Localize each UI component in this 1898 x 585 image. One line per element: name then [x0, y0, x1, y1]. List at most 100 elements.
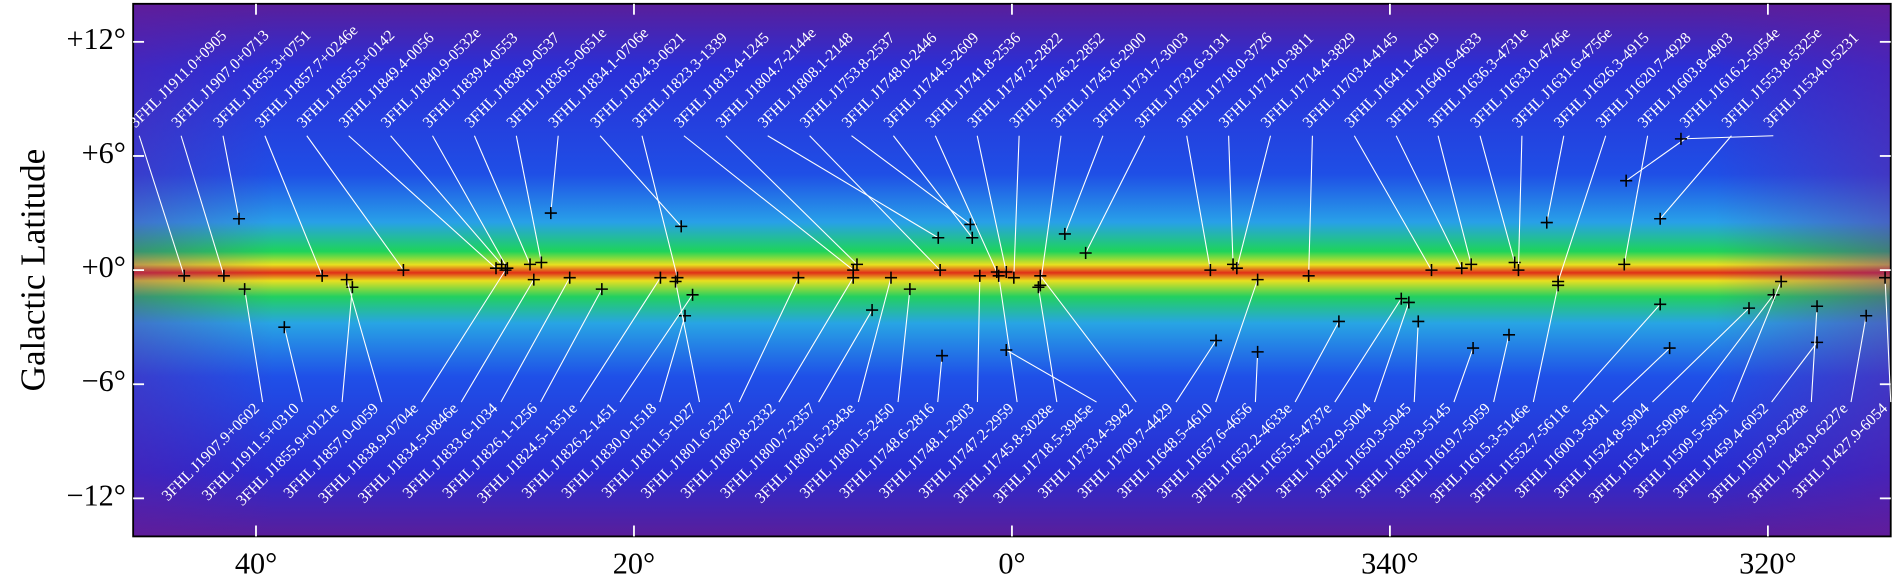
leader-line	[1334, 298, 1402, 403]
leader-line	[809, 135, 941, 271]
source-marker	[316, 269, 329, 282]
source-marker	[1467, 342, 1480, 355]
leader-line	[683, 135, 854, 271]
source-marker	[278, 321, 291, 334]
source-marker	[238, 283, 251, 296]
source-marker	[1879, 271, 1892, 284]
source-marker	[675, 220, 688, 233]
source-marker	[932, 231, 945, 244]
source-marker	[563, 271, 576, 284]
leader-line	[1395, 135, 1463, 269]
sky-map-shade	[133, 3, 1891, 537]
leader-line	[1186, 135, 1211, 271]
leader-line	[460, 279, 535, 403]
x-tick-label: 320°	[1739, 547, 1796, 581]
leader-line	[1374, 302, 1410, 403]
leader-line	[897, 289, 911, 403]
source-marker	[1742, 302, 1756, 315]
leader-line	[976, 135, 1007, 273]
leader-line	[1175, 340, 1217, 403]
source-marker	[1251, 345, 1264, 358]
leader-line	[346, 279, 383, 403]
source-marker	[1654, 212, 1667, 225]
source-marker	[501, 262, 514, 275]
source-marker	[595, 283, 608, 296]
source-marker	[678, 309, 692, 322]
leader-line	[1294, 321, 1340, 403]
leader-line	[1680, 135, 1774, 140]
source-marker	[686, 288, 699, 301]
source-marker	[1620, 174, 1633, 187]
leader-line	[1039, 275, 1137, 403]
leader-line	[1546, 135, 1565, 223]
source-marker	[1663, 342, 1676, 355]
source-marker	[964, 218, 977, 231]
source-marker	[1465, 258, 1478, 271]
source-marker	[232, 212, 246, 225]
leader-line	[1691, 294, 1774, 403]
leader-line	[222, 135, 240, 219]
source-marker	[1000, 343, 1013, 357]
source-marker	[1552, 279, 1565, 292]
source-marker	[935, 349, 949, 362]
leader-line	[1228, 135, 1234, 265]
source-marker	[1512, 264, 1525, 277]
leader-line	[473, 135, 531, 265]
leader-line	[390, 135, 503, 265]
source-marker	[1674, 132, 1688, 145]
source-marker	[1079, 246, 1092, 260]
leader-line	[306, 135, 404, 271]
source-marker	[1395, 292, 1408, 305]
leader-line	[1557, 135, 1607, 282]
source-marker	[866, 303, 879, 317]
source-marker	[544, 206, 557, 220]
source-marker	[1058, 227, 1071, 241]
source-marker	[1502, 328, 1516, 341]
leader-line	[1625, 135, 1690, 182]
leader-line	[1006, 349, 1097, 403]
source-marker	[654, 271, 667, 284]
source-marker	[1230, 262, 1243, 275]
source-marker	[1775, 275, 1788, 288]
leader-line	[1453, 347, 1474, 403]
x-tick-label: 0°	[998, 547, 1025, 581]
source-marker	[1810, 336, 1824, 349]
leader-line	[1493, 334, 1510, 403]
source-marker	[178, 269, 191, 282]
source-marker	[669, 275, 682, 288]
source-marker	[850, 258, 864, 271]
source-marker	[792, 271, 805, 284]
leader-line	[138, 135, 185, 276]
source-marker	[1000, 265, 1013, 279]
leader-line	[998, 275, 1018, 403]
leader-line	[550, 135, 559, 214]
y-tick-label: +0°	[82, 250, 126, 284]
leader-line	[1532, 285, 1559, 403]
leader-line	[675, 281, 701, 403]
source-marker	[1412, 315, 1425, 328]
source-marker	[217, 269, 230, 282]
leader-line	[515, 135, 542, 263]
leader-line	[1850, 315, 1867, 403]
leader-line	[937, 355, 943, 403]
leader-line	[1236, 135, 1272, 269]
source-marker	[847, 271, 860, 284]
leader-line	[818, 309, 873, 403]
leader-line	[348, 135, 497, 269]
source-marker	[1332, 315, 1345, 328]
leader-line	[1572, 303, 1661, 403]
source-marker	[1007, 271, 1020, 284]
leader-line	[1771, 342, 1818, 403]
leader-line	[1612, 347, 1670, 403]
x-tick-label: 340°	[1361, 547, 1418, 581]
source-marker	[397, 264, 410, 277]
leader-line	[1437, 135, 1472, 265]
source-marker	[340, 273, 353, 286]
leader-line	[1353, 135, 1432, 271]
leader-line	[244, 289, 264, 403]
leader-line	[659, 315, 686, 403]
y-tick-label: −12°	[66, 478, 125, 512]
leader-line	[1659, 135, 1732, 220]
leader-line	[180, 135, 225, 276]
